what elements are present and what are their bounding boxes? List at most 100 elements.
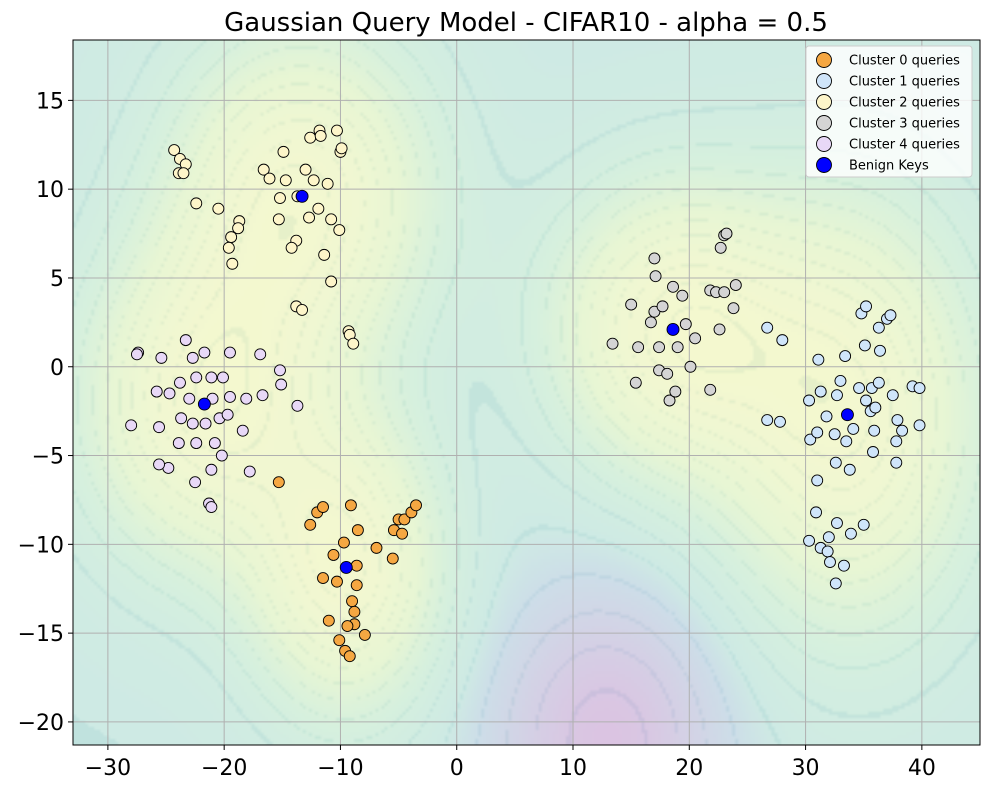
legend-label: Cluster 0 queries [849,54,960,69]
cluster-4-point [291,399,304,412]
cluster-1-point [844,527,857,540]
cluster-0-point [333,634,346,647]
cluster-1-point [913,419,926,432]
cluster-1-point [891,414,904,426]
cluster-0-point [327,549,340,561]
cluster-2-point [307,174,320,187]
cluster-4-point [236,424,249,437]
cluster-3-point [667,280,679,293]
cluster-0-point [350,579,363,592]
cluster-1-point [869,401,882,414]
cluster-2-point [272,213,285,226]
chart-title: Gaussian Query Model - CIFAR10 - alpha =… [224,8,828,38]
cluster-4-point [190,437,203,450]
x-tick-label: 20 [675,756,703,781]
cluster-0-point [398,513,411,526]
cluster-1-point [822,531,835,544]
cluster-4-point [254,348,267,361]
cluster-4-point [131,348,143,361]
cluster-1-point [860,394,872,407]
cluster-4-point [174,376,186,389]
cluster-4-point [198,346,211,359]
cluster-3-point [713,323,726,336]
cluster-2-point [226,257,239,270]
cluster-2-point [347,337,360,350]
cluster-2-point [168,144,181,157]
cluster-1-point [874,344,886,357]
cluster-4-point [217,371,229,384]
cluster-3-point [729,279,742,292]
cluster-3-point [653,341,666,354]
cluster-0-point [304,518,317,531]
cluster-1-point [896,424,909,437]
cluster-4-point [153,458,165,471]
cluster-4-point [175,412,188,425]
cluster-2-point [304,131,317,144]
cluster-4-point [125,419,138,432]
cluster-1-point [831,389,843,402]
cluster-3-point [625,298,638,311]
data-points [125,124,926,663]
cluster-2-point [222,241,235,254]
cluster-4-point [205,371,218,384]
x-tick-label: −10 [317,756,363,781]
y-tick-label: −15 [18,622,64,647]
cluster-1-point [829,577,842,590]
cluster-2-point [333,224,346,236]
cluster-3-point [632,341,645,354]
cluster-0-point [351,524,364,537]
cluster-3-point [671,341,684,354]
cluster-0-point [272,476,285,489]
y-axis-ticks: −20 −15 −10 −5 0 5 10 15 [18,89,73,736]
cluster-1-point [804,433,817,446]
cluster-0-point [343,650,356,663]
cluster-4-point [224,346,236,359]
cluster-2-point [312,202,325,215]
cluster-3-point [679,318,692,331]
cluster-1-point [913,382,926,395]
cluster-1-point [761,321,774,334]
cluster-0-point [410,499,422,512]
cluster-1-point [824,556,836,569]
y-tick-label: −10 [18,533,64,558]
cluster-0-point [331,575,343,588]
cluster-4-point [189,476,202,489]
cluster-0-point [344,499,357,512]
cluster-3-point [663,394,676,407]
cluster-1-point [829,456,842,469]
cluster-4-point [215,449,228,462]
cluster-0-point [386,552,399,565]
cluster-4-point [256,389,269,402]
cluster-1-point [838,559,850,572]
cluster-1-point [890,435,903,448]
y-tick-label: 15 [36,89,64,114]
cluster-2-point [318,248,331,261]
cluster-3-point [689,332,702,345]
cluster-1-point [872,376,885,389]
cluster-4-point [155,351,168,364]
cluster-3-point [727,302,740,315]
cluster-0-point [370,541,383,554]
y-tick-label: −5 [32,445,64,470]
cluster-3-point [714,241,727,254]
cluster-1-point [774,415,786,428]
cluster-1-point [853,382,866,395]
cluster-2-point [177,167,190,180]
x-tick-label: 0 [450,756,464,781]
legend-marker [816,73,832,89]
cluster-1-point [839,350,852,363]
cluster-3-point [720,227,733,240]
cluster-2-point [314,129,327,142]
cluster-4-point [172,437,185,450]
cluster-3-point [661,367,674,380]
cluster-2-point [285,241,298,254]
benign-key-point [295,189,309,203]
cluster-2-point [212,202,225,215]
cluster-2-point [274,192,286,204]
legend-marker [816,52,832,68]
cluster-1-point [872,321,885,334]
cluster-1-point [860,300,872,313]
legend: Cluster 0 queries Cluster 1 queries Cluste… [805,45,973,178]
cluster-4-point [240,392,253,405]
